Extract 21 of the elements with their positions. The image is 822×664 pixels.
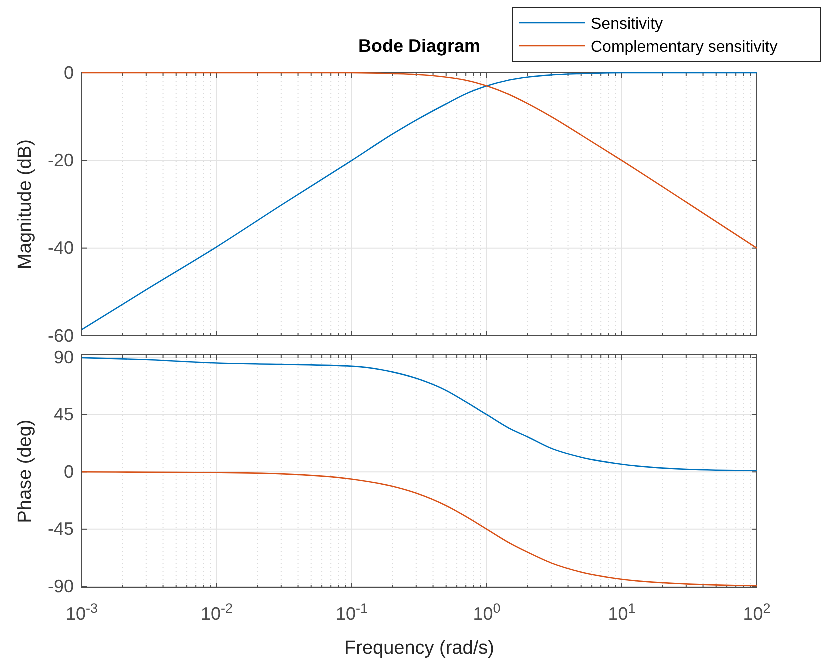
y-tick-label: -45	[48, 519, 74, 540]
chart-title: Bode Diagram	[358, 36, 481, 56]
y-tick-label: 0	[64, 62, 74, 83]
y-tick-label: 45	[54, 404, 74, 425]
y-tick-label: 90	[54, 347, 74, 368]
x-axis-title: Frequency (rad/s)	[344, 638, 494, 659]
y-tick-label: -20	[48, 150, 74, 170]
legend-label: Sensitivity	[591, 16, 664, 33]
legend-label: Complementary sensitivity	[591, 39, 778, 56]
y-tick-label: 0	[64, 462, 74, 482]
y-tick-label: -90	[48, 576, 74, 596]
y-axis-title: Phase (deg)	[15, 420, 36, 524]
x-tick-label: 10$^{-1}$	[336, 600, 368, 624]
x-tick-label: 10$^{1}$	[608, 600, 636, 624]
x-tick-label: 10$^{-3}$	[66, 600, 98, 624]
x-tick-label: 10$^{2}$	[743, 600, 771, 624]
y-tick-label: -40	[48, 238, 74, 258]
y-axis-title: Magnitude (dB)	[15, 140, 36, 270]
y-tick-label: -60	[48, 326, 74, 346]
x-tick-label: 10$^{0}$	[473, 600, 501, 624]
x-tick-label: 10$^{-2}$	[200, 600, 234, 624]
